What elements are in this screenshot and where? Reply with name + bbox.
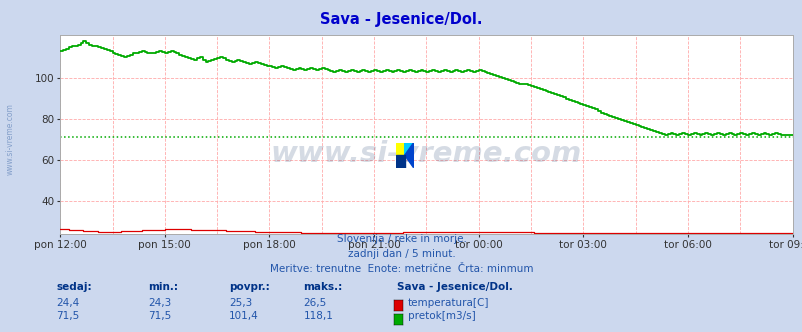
Text: www.si-vreme.com: www.si-vreme.com	[270, 140, 581, 168]
Text: 24,3: 24,3	[148, 298, 172, 308]
Text: 71,5: 71,5	[56, 311, 79, 321]
Text: povpr.:: povpr.:	[229, 283, 269, 292]
Polygon shape	[395, 155, 404, 168]
Text: maks.:: maks.:	[303, 283, 342, 292]
Text: www.si-vreme.com: www.si-vreme.com	[6, 104, 15, 175]
Text: 71,5: 71,5	[148, 311, 172, 321]
Text: pretok[m3/s]: pretok[m3/s]	[407, 311, 475, 321]
Text: 25,3: 25,3	[229, 298, 252, 308]
Text: min.:: min.:	[148, 283, 178, 292]
Text: 101,4: 101,4	[229, 311, 258, 321]
Text: 24,4: 24,4	[56, 298, 79, 308]
Polygon shape	[404, 143, 413, 155]
Text: zadnji dan / 5 minut.: zadnji dan / 5 minut.	[347, 249, 455, 259]
Text: Meritve: trenutne  Enote: metrične  Črta: minmum: Meritve: trenutne Enote: metrične Črta: …	[269, 264, 533, 274]
Text: 26,5: 26,5	[303, 298, 326, 308]
Text: Sava - Jesenice/Dol.: Sava - Jesenice/Dol.	[397, 283, 512, 292]
Polygon shape	[395, 143, 404, 155]
Polygon shape	[404, 143, 413, 168]
Text: Sava - Jesenice/Dol.: Sava - Jesenice/Dol.	[320, 12, 482, 27]
Text: 118,1: 118,1	[303, 311, 333, 321]
Text: Slovenija / reke in morje.: Slovenija / reke in morje.	[336, 234, 466, 244]
Text: sedaj:: sedaj:	[56, 283, 91, 292]
Text: temperatura[C]: temperatura[C]	[407, 298, 488, 308]
